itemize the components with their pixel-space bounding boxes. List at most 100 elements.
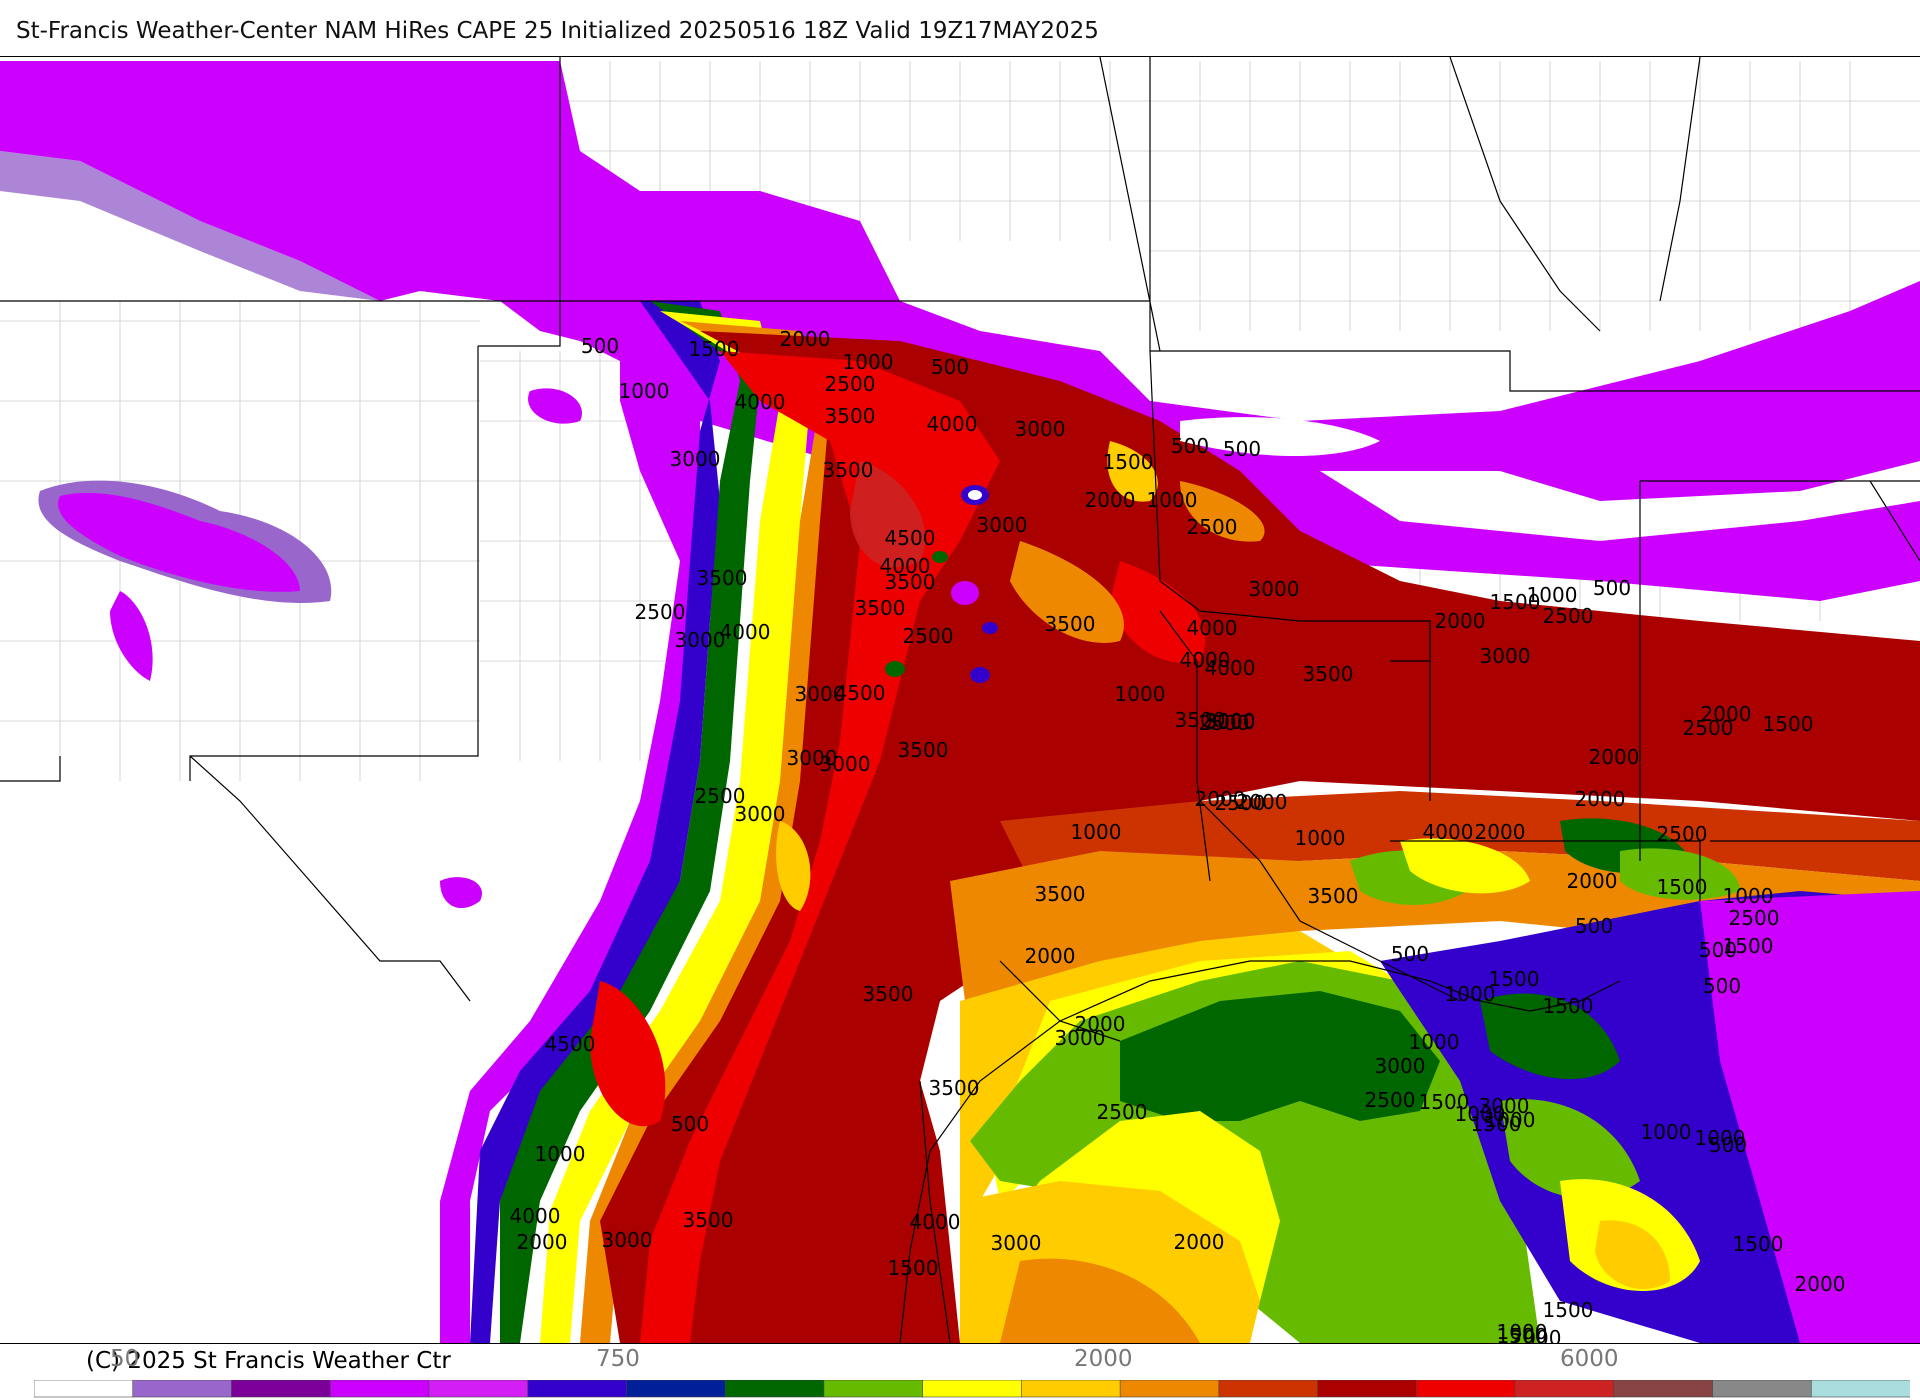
contour-label: 2500 xyxy=(1187,515,1238,539)
contour-label: 3000 xyxy=(602,1228,653,1252)
cape-band-low-north xyxy=(0,61,1920,601)
contour-label: 1500 xyxy=(1723,934,1774,958)
contour-label: 500 xyxy=(1709,1133,1747,1157)
contour-label: 1000 xyxy=(1071,820,1122,844)
contour-label: 2000 xyxy=(1075,1012,1126,1036)
contour-label: 4500 xyxy=(885,526,936,550)
contour-label: 3000 xyxy=(1015,417,1066,441)
contour-label: 2500 xyxy=(1097,1100,1148,1124)
contour-label: 2500 xyxy=(1365,1088,1416,1112)
contour-label: 1500 xyxy=(1543,994,1594,1018)
contour-label: 3500 xyxy=(885,570,936,594)
colorbar-swatch xyxy=(132,1380,233,1398)
contour-label: 3000 xyxy=(1480,644,1531,668)
contour-label: 1500 xyxy=(1471,1112,1522,1136)
contour-label: 1000 xyxy=(1445,982,1496,1006)
contour-label: 2000 xyxy=(1589,745,1640,769)
contour-label: 2000 xyxy=(1195,787,1246,811)
contour-label: 3000 xyxy=(1205,709,1256,733)
contour-label: 1500 xyxy=(1497,1324,1548,1343)
contour-label: 3500 xyxy=(898,738,949,762)
colorbar-tick-2000: 2000 xyxy=(1074,1346,1133,1372)
contour-label: 3500 xyxy=(1303,662,1354,686)
contour-label: 2000 xyxy=(1237,790,1288,814)
contour-label: 1000 xyxy=(1295,826,1346,850)
contour-label: 1000 xyxy=(1695,1126,1746,1150)
contour-label: 3500 xyxy=(863,982,914,1006)
contour-label: 1000 xyxy=(1455,1102,1506,1126)
contour-label: 2500 xyxy=(1215,791,1266,815)
contour-label: 500 xyxy=(671,1112,709,1136)
contour-label: 2500 xyxy=(1683,716,1734,740)
contour-label: 1500 xyxy=(1733,1232,1784,1256)
colorbar-tick-6000: 6000 xyxy=(1560,1346,1619,1372)
contour-label: 2500 xyxy=(635,600,686,624)
contour-label: 1500 xyxy=(1657,875,1708,899)
contour-label: 500 xyxy=(1391,942,1429,966)
contour-label: 1500 xyxy=(1490,590,1541,614)
contour-label: 3000 xyxy=(820,752,871,776)
cape-band-low-north-edge xyxy=(0,151,380,301)
contour-label: 2000 xyxy=(1575,787,1626,811)
contour-label: 500 xyxy=(1575,914,1613,938)
colorbar-swatch xyxy=(1119,1380,1220,1398)
colorbar-swatch xyxy=(1218,1380,1319,1398)
contour-label: 2500 xyxy=(825,372,876,396)
contour-label: 2500 xyxy=(903,624,954,648)
colorbar-swatch xyxy=(34,1380,134,1398)
contour-label: 3500 xyxy=(1045,612,1096,636)
contour-label: 2000 xyxy=(1795,1272,1846,1296)
contour-label: 500 xyxy=(1703,974,1741,998)
contour-label: 500 xyxy=(1223,437,1261,461)
contour-label: 3500 xyxy=(697,566,748,590)
colorbar-swatch xyxy=(1810,1380,1910,1398)
contour-label: 4000 xyxy=(1423,820,1474,844)
contour-label: 500 xyxy=(1699,938,1737,962)
contour-label: 3500 xyxy=(683,1208,734,1232)
contour-label: 3500 xyxy=(823,458,874,482)
contour-label: 3000 xyxy=(1375,1054,1426,1078)
contour-label: 3000 xyxy=(1479,1094,1530,1118)
contour-label: 3000 xyxy=(670,447,721,471)
colorbar-swatch xyxy=(329,1380,430,1398)
contour-label: 4000 xyxy=(510,1204,561,1228)
contour-label: 4500 xyxy=(545,1032,596,1056)
contour-label: 2000 xyxy=(1085,488,1136,512)
contour-label: 1000 xyxy=(1485,1108,1536,1132)
cape-band-low-west xyxy=(440,321,700,1343)
colorbar-swatch xyxy=(1021,1380,1121,1398)
contour-label: 4000 xyxy=(910,1210,961,1234)
contour-label: 1000 xyxy=(535,1142,586,1166)
contour-label: 2000 xyxy=(517,1230,568,1254)
contour-label: 1500 xyxy=(888,1256,939,1280)
contour-label: 4000 xyxy=(1187,616,1238,640)
contour-label: 3000 xyxy=(1055,1026,1106,1050)
contour-label: 2000 xyxy=(1701,702,1752,726)
contour-label: 1000 xyxy=(619,379,670,403)
state-boundaries xyxy=(0,57,1920,1343)
colorbar-swatch xyxy=(1317,1380,1418,1398)
contour-label: 4000 xyxy=(720,620,771,644)
contour-label: 2000 xyxy=(1475,820,1526,844)
contour-label: 3500 xyxy=(855,596,906,620)
contour-label: 3000 xyxy=(1205,710,1256,734)
colorbar-swatch xyxy=(527,1380,628,1398)
cape-band-mid-east xyxy=(1000,791,1920,921)
contour-label: 1000 xyxy=(1147,488,1198,512)
colorbar-swatch xyxy=(1613,1380,1714,1398)
contour-label: 1500 xyxy=(689,337,740,361)
contour-label: 1000 xyxy=(1641,1120,1692,1144)
contour-label: 1000 xyxy=(1115,682,1166,706)
colorbar-swatch xyxy=(1712,1380,1813,1398)
contour-label: 3000 xyxy=(787,746,838,770)
colorbar-swatch xyxy=(1514,1380,1615,1398)
contour-label: 2000 xyxy=(1511,1326,1562,1343)
contour-label: 2500 xyxy=(695,784,746,808)
contour-label: 2000 xyxy=(1174,1230,1225,1254)
contour-label: 2000 xyxy=(1025,944,1076,968)
contour-label: 500 xyxy=(1593,576,1631,600)
contour-label: 1500 xyxy=(1489,967,1540,991)
contour-label: 3000 xyxy=(795,682,846,706)
contour-label: 2500 xyxy=(1199,711,1250,735)
contour-label: 3500 xyxy=(929,1076,980,1100)
